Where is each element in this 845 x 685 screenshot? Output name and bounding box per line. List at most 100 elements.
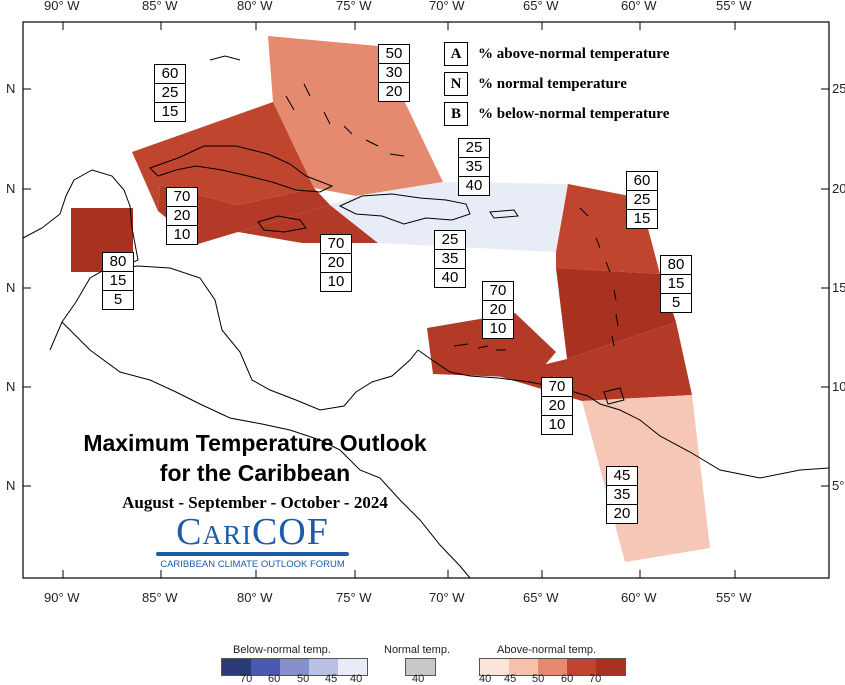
prob-above: 80 [667, 256, 685, 273]
lon-label-bottom-55: 55° W [716, 590, 752, 605]
colorbar-below [221, 658, 368, 676]
prob-box-hispaniola-north: 25 35 40 [458, 138, 490, 196]
lon-label-top-60: 60° W [621, 0, 657, 13]
prob-above: 25 [465, 139, 483, 156]
prob-box-windward: 80 15 5 [660, 255, 692, 313]
logo-underline [156, 552, 349, 556]
lon-label-top-65: 65° W [523, 0, 559, 13]
lon-label-bottom-70: 70° W [429, 590, 465, 605]
forecast-regions [71, 36, 710, 562]
prob-below: 10 [542, 415, 572, 434]
lon-label-top-85: 85° W [142, 0, 178, 13]
caricof-logo: CariCOF CARIBBEAN CLIMATE OUTLOOK FORUM [150, 512, 355, 570]
colorbar-above [479, 658, 626, 676]
region-abc [427, 313, 556, 378]
prob-above: 45 [613, 467, 631, 484]
key-below-text: % below-normal temperature [478, 106, 670, 122]
key-below-letter: B [444, 102, 468, 126]
coast-colombia-venezuela [417, 349, 830, 479]
lat-label-left-5: N [6, 478, 16, 493]
colorbar-above-tick-0: 40 [479, 673, 492, 685]
colorbar-below-swatch-3 [309, 659, 338, 675]
lon-label-top-70: 70° W [429, 0, 465, 13]
colorbar-above-swatch-4 [596, 659, 625, 675]
prob-above: 25 [441, 231, 459, 248]
lon-label-bottom-80: 80° W [237, 590, 273, 605]
prob-above: 50 [385, 45, 403, 62]
map-period: August - September - October - 2024 [122, 493, 388, 512]
axis-ticks [23, 22, 829, 578]
region-windward [556, 268, 676, 359]
prob-normal: 30 [379, 63, 409, 82]
lat-label-left-20: N [6, 181, 16, 196]
prob-below: 20 [607, 504, 637, 523]
colorbar-above-tick-3: 60 [561, 673, 574, 685]
coast-florida-keys [209, 55, 241, 61]
map-title-line2: for the Caribbean [159, 460, 351, 486]
colorbar-below-tick-0: 70 [240, 673, 253, 685]
lon-label-top-75: 75° W [336, 0, 372, 13]
prob-box-trinidad: 70 20 10 [541, 377, 573, 435]
logo-name: CariCOF [176, 511, 329, 553]
prob-normal: 20 [542, 396, 572, 415]
colorbar-above-title: Above-normal temp. [497, 644, 597, 656]
prob-box-leeward: 60 25 15 [626, 171, 658, 229]
lon-label-bottom-65: 65° W [523, 590, 559, 605]
key-above: A % above-normal temperature [444, 42, 669, 66]
prob-below: 5 [661, 293, 691, 312]
prob-above: 60 [161, 65, 179, 82]
lon-label-bottom-90: 90° W [44, 590, 80, 605]
prob-normal: 35 [607, 485, 637, 504]
coast-trinidad [603, 387, 625, 405]
colorbar-below-swatch-2 [280, 659, 309, 675]
region-hispaniola [330, 182, 568, 252]
prob-below: 40 [435, 268, 465, 287]
prob-normal: 20 [167, 206, 197, 225]
region-bahamas [268, 36, 443, 196]
coast-puerto-rico [489, 209, 519, 219]
prob-normal: 20 [483, 300, 513, 319]
colorbar-normal-title: Normal temp. [384, 644, 451, 656]
prob-normal: 15 [661, 274, 691, 293]
prob-above: 80 [109, 253, 127, 270]
coast-central-america-pacific [61, 321, 341, 451]
prob-box-guianas: 45 35 20 [606, 466, 638, 524]
prob-above: 70 [489, 282, 507, 299]
colorbar-above-swatch-1 [509, 659, 538, 675]
region-jamaica [238, 205, 378, 243]
colorbar-above-swatch-2 [538, 659, 567, 675]
prob-box-jamaica: 70 20 10 [320, 234, 352, 292]
prob-normal: 25 [155, 83, 185, 102]
prob-normal: 20 [321, 253, 351, 272]
lat-label-right-10: 10° [832, 379, 845, 394]
prob-above: 70 [173, 188, 191, 205]
colorbar-above-tick-4: 70 [589, 673, 602, 685]
lat-label-right-25: 25° [832, 81, 845, 96]
lat-label-right-20: 20° [832, 181, 845, 196]
lat-label-left-25: N [6, 81, 16, 96]
key-above-letter: A [444, 42, 468, 66]
colorbar-below-swatch-1 [251, 659, 280, 675]
colorbar-below-swatch-4 [338, 659, 367, 675]
key-above-text: % above-normal temperature [478, 46, 670, 62]
key-normal-letter: N [444, 72, 468, 96]
logo-subtitle: CARIBBEAN CLIMATE OUTLOOK FORUM [160, 559, 345, 570]
prob-box-abc: 70 20 10 [482, 281, 514, 339]
colorbar-below-tick-2: 50 [297, 673, 310, 685]
colorbar-normal [405, 658, 436, 676]
lat-label-left-15: N [6, 280, 16, 295]
prob-above: 70 [548, 378, 566, 395]
region-cuba-west [132, 102, 314, 211]
coast-bahamas [285, 83, 405, 157]
map-title-line1: Maximum Temperature Outlook [83, 430, 427, 456]
lon-label-bottom-75: 75° W [336, 590, 372, 605]
prob-box-bahamas: 50 30 20 [378, 44, 410, 102]
key-normal-text: % normal temperature [478, 76, 627, 92]
colorbar-above-tick-1: 45 [504, 673, 517, 685]
colorbar-below-tick-1: 60 [268, 673, 281, 685]
coast-central-america [103, 265, 419, 411]
key-below: B % below-normal temperature [444, 102, 669, 126]
coast-lesser-antilles [579, 207, 619, 347]
lon-label-top-80: 80° W [237, 0, 273, 13]
key-normal: N % normal temperature [444, 72, 627, 96]
